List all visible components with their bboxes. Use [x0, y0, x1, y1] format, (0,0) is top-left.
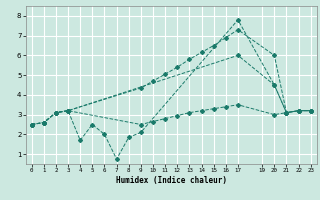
X-axis label: Humidex (Indice chaleur): Humidex (Indice chaleur) [116, 176, 227, 185]
